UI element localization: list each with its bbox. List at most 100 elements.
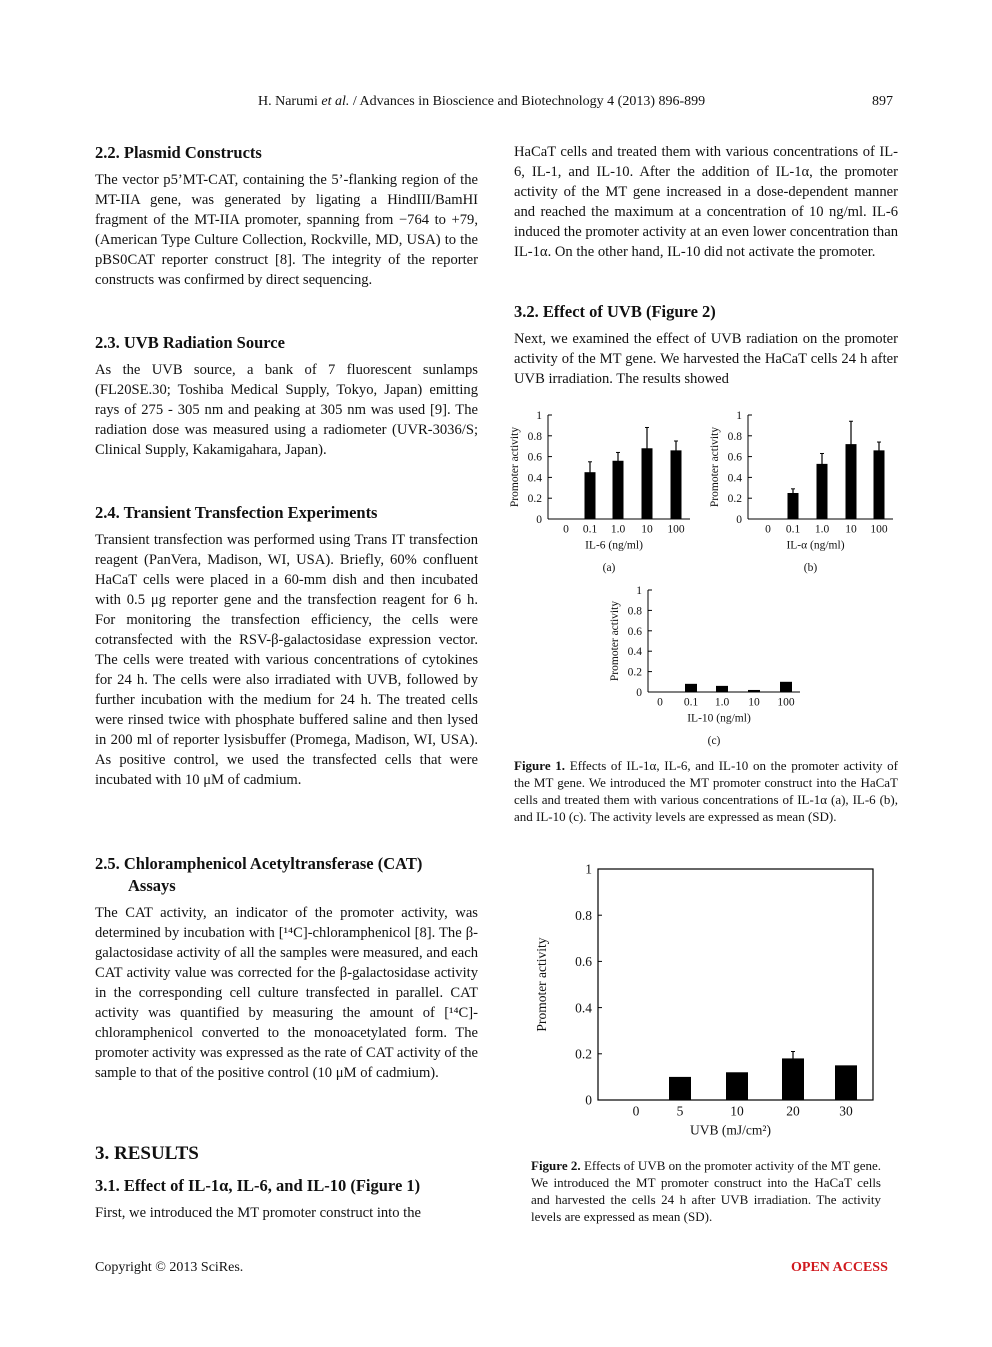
open-access: OPEN ACCESS [791, 1260, 888, 1275]
author: H. Narumi [258, 94, 318, 109]
heading: 3.2. Effect of UVB (Figure 2) [514, 302, 716, 321]
paragraph: Transient transfection was performed usi… [95, 532, 478, 788]
heading: 2.5. Chloramphenicol Acetyltransferase (… [95, 854, 423, 895]
y-axis-label: Promoter activity [509, 427, 521, 507]
caption-label: Figure 1. [514, 758, 566, 773]
bar [716, 685, 728, 692]
x-tick-label: 1.0 [715, 697, 730, 709]
y-tick-label: 0.6 [728, 452, 743, 464]
y-tick-label: 0 [585, 1093, 592, 1108]
y-tick-label: 0.2 [575, 1047, 592, 1062]
x-tick-label: 10 [748, 697, 760, 709]
section: HaCaT cells and treated them with variou… [514, 142, 898, 262]
x-axis-label: IL-α (ng/ml) [786, 540, 844, 552]
section: 2.3. UVB Radiation Source As the UVB sou… [95, 332, 478, 460]
x-axis-label: IL-10 (ng/ml) [687, 713, 751, 725]
bar [670, 450, 682, 519]
bar [787, 493, 799, 519]
y-tick-label: 0.8 [628, 605, 643, 617]
caption-text: Effects of UVB on the promoter activity … [531, 1158, 882, 1224]
running-header: H. Narumi et al. / Advances in Bioscienc… [258, 94, 705, 110]
y-tick-label: 0 [536, 514, 542, 526]
bar [873, 450, 885, 519]
heading: 2.2. Plasmid Constructs [95, 143, 262, 162]
bar [669, 1076, 691, 1100]
x-tick-label: 0.1 [684, 697, 699, 709]
x-tick-label: 5 [677, 1104, 684, 1119]
y-tick-label: 0.4 [528, 472, 543, 484]
x-tick-label: 100 [870, 524, 888, 536]
x-tick-label: 30 [839, 1104, 853, 1119]
figure-caption: Figure 2. Effects of UVB on the promoter… [531, 1157, 881, 1225]
section: 2.2. Plasmid Constructs The vector p5’MT… [95, 142, 478, 290]
section: 3.2. Effect of UVB (Figure 2) Next, we e… [514, 301, 898, 389]
heading: 3.1. Effect of IL-1α, IL-6, and IL-10 (F… [95, 1176, 421, 1195]
bar [685, 683, 697, 692]
y-tick-label: 1 [636, 585, 642, 597]
x-tick-label: 1.0 [611, 524, 626, 536]
x-tick-label: 100 [667, 524, 685, 536]
y-tick-label: 0.6 [628, 626, 643, 638]
copyright: Copyright © 2013 SciRes. [95, 1260, 244, 1275]
y-tick-label: 0 [636, 687, 642, 699]
bar [612, 460, 624, 519]
y-tick-label: 0.6 [528, 452, 543, 464]
section: 2.5. Chloramphenicol Acetyltransferase (… [95, 853, 478, 1083]
paragraph: HaCaT cells and treated them with variou… [514, 144, 898, 260]
paragraph: First, we introduced the MT promoter con… [95, 1205, 422, 1221]
y-tick-label: 0.4 [728, 472, 743, 484]
bar [835, 1065, 857, 1100]
bar [780, 681, 792, 692]
journal: / Advances in Bioscience and Biotechnolo… [352, 94, 706, 109]
x-tick-label: 10 [845, 524, 857, 536]
y-tick-label: 0.2 [528, 493, 543, 505]
y-tick-label: 0.8 [575, 908, 592, 923]
bar [641, 448, 653, 519]
panel-label: (b) [804, 562, 818, 574]
bar [845, 444, 857, 519]
caption-label: Figure 2. [531, 1158, 581, 1173]
x-tick-label: 0 [563, 524, 569, 536]
y-tick-label: 0.8 [528, 431, 543, 443]
x-axis-label: IL-6 (ng/ml) [585, 540, 643, 552]
panel-label: (a) [603, 562, 616, 574]
y-tick-label: 1 [585, 862, 592, 877]
x-tick-label: 0 [633, 1104, 640, 1119]
x-tick-label: 0.1 [583, 524, 598, 536]
section: 3.1. Effect of IL-1α, IL-6, and IL-10 (F… [95, 1175, 478, 1223]
bar [782, 1058, 804, 1100]
paragraph: The CAT activity, an indicator of the pr… [95, 905, 478, 1081]
x-axis-label: UVB (mJ/cm²) [690, 1122, 771, 1137]
y-axis-label: Promoter activity [609, 601, 621, 681]
panel-label: (c) [708, 735, 721, 747]
caption-text: Effects of IL-1α, IL-6, and IL-10 on the… [514, 758, 898, 824]
y-axis-label: Promoter activity [709, 427, 721, 507]
y-tick-label: 0.2 [628, 667, 643, 679]
x-tick-label: 20 [786, 1104, 800, 1119]
bar [584, 472, 596, 519]
page-number: 897 [872, 94, 893, 109]
x-tick-label: 1.0 [815, 524, 830, 536]
y-tick-label: 1 [736, 410, 742, 422]
bar [726, 1072, 748, 1100]
section: 3. RESULTS [95, 1143, 478, 1165]
y-tick-label: 0.4 [628, 646, 643, 658]
y-tick-label: 1 [536, 410, 542, 422]
x-tick-label: 0 [765, 524, 771, 536]
figure-caption: Figure 1. Effects of IL-1α, IL-6, and IL… [514, 757, 898, 825]
heading: 2.4. Transient Transfection Experiments [95, 503, 378, 522]
y-tick-label: 0.8 [728, 431, 743, 443]
paragraph: As the UVB source, a bank of 7 fluoresce… [95, 362, 478, 458]
y-tick-label: 0.6 [575, 954, 592, 969]
x-tick-label: 100 [777, 697, 795, 709]
et-al: et al. [321, 94, 350, 109]
paragraph: Next, we examined the effect of UVB radi… [514, 331, 898, 387]
y-tick-label: 0 [736, 514, 742, 526]
y-axis-label: Promoter activity [534, 937, 549, 1031]
plot-frame [597, 868, 874, 1101]
section: 2.4. Transient Transfection Experiments … [95, 502, 478, 790]
y-tick-label: 0.2 [728, 493, 743, 505]
y-tick-label: 0.4 [575, 1000, 592, 1015]
